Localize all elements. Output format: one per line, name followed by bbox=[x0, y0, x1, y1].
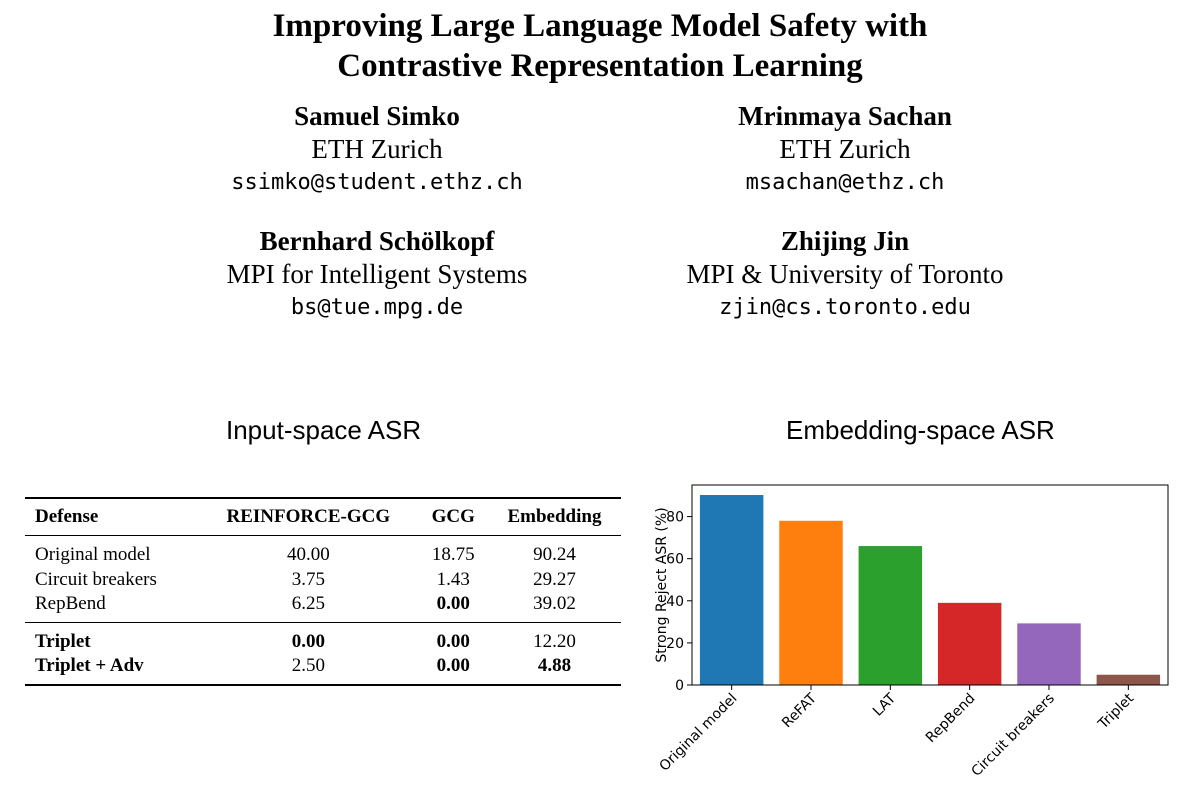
table-cell: 4.88 bbox=[487, 654, 621, 686]
author-affiliation: MPI for Intelligent Systems bbox=[226, 259, 528, 289]
table-cell: 0.00 bbox=[436, 593, 470, 615]
author-block-1: Samuel Simko ETH Zurich ssimko@student.e… bbox=[157, 100, 597, 199]
table-cell: 0.00 bbox=[418, 654, 488, 686]
table-cell: 12.20 bbox=[487, 621, 621, 654]
title-line-2: Contrastive Representation Learning bbox=[337, 48, 863, 84]
author-block-3: Bernhard Schölkopf MPI for Intelligent S… bbox=[157, 225, 597, 324]
table-cell: 2.50 bbox=[198, 654, 419, 686]
x-tick-label: ReFAT bbox=[779, 690, 820, 731]
paper-title: Improving Large Language Model Safety wi… bbox=[0, 6, 1200, 86]
table-cell: Triplet + Adv bbox=[25, 654, 199, 686]
table-cell: Triplet bbox=[25, 621, 199, 654]
table-row: Triplet + Adv 2.50 0.00 4.88 bbox=[25, 654, 621, 686]
author-affiliation: ETH Zurich bbox=[779, 134, 911, 164]
results-table: Defense REINFORCE-GCG GCG Embedding Orig… bbox=[25, 497, 621, 686]
header-reinforce-gcg: REINFORCE-GCG bbox=[198, 498, 419, 536]
y-axis-label: Strong Reject ASR (%) bbox=[654, 507, 670, 662]
table-cell: 0.00 bbox=[418, 621, 488, 654]
author-name: Samuel Simko bbox=[294, 101, 460, 131]
table-row: Original model 40.00 18.75 90.24 bbox=[25, 536, 621, 568]
table-cell: 1.43 bbox=[436, 568, 470, 590]
author-email: bs@tue.mpg.de bbox=[290, 295, 464, 320]
author-name: Bernhard Schölkopf bbox=[259, 226, 495, 256]
x-tick-label: RepBend bbox=[923, 691, 979, 747]
x-tick-label: Triplet bbox=[1095, 690, 1138, 733]
header-gcg: GCG bbox=[418, 498, 488, 536]
bar bbox=[1017, 623, 1081, 685]
y-tick-label: 40 bbox=[666, 594, 684, 610]
author-name: Mrinmaya Sachan bbox=[738, 101, 952, 131]
author-email: msachan@ethz.ch bbox=[745, 170, 945, 195]
header-defense: Defense bbox=[25, 498, 199, 536]
bar bbox=[937, 602, 1002, 685]
plot-frame bbox=[691, 484, 1169, 686]
y-tick-label: 0 bbox=[675, 678, 684, 694]
x-tick-label: LAT bbox=[870, 690, 899, 719]
author-affiliation: ETH Zurich bbox=[311, 134, 443, 164]
bar bbox=[1096, 674, 1161, 685]
table-cell: 18.75 bbox=[431, 544, 475, 566]
table-cell: Original model bbox=[35, 544, 151, 566]
table-header-row: Defense REINFORCE-GCG GCG Embedding bbox=[25, 498, 621, 536]
x-tick-label: Circuit breakers bbox=[969, 691, 1058, 780]
author-email: zjin@cs.toronto.edu bbox=[719, 295, 971, 320]
author-email: ssimko@student.ethz.ch bbox=[231, 170, 523, 195]
table-row: Circuit breakers 3.75 1.43 29.27 bbox=[25, 568, 621, 593]
table-row: RepBend 6.25 0.00 39.02 bbox=[25, 592, 621, 622]
author-name: Zhijing Jin bbox=[780, 226, 910, 256]
bar bbox=[699, 495, 764, 685]
x-tick-label: Original model bbox=[656, 691, 740, 775]
y-tick-label: 20 bbox=[666, 636, 684, 652]
table-cell: 6.25 bbox=[291, 593, 325, 615]
embedding-space-title: Embedding-space ASR bbox=[786, 415, 1055, 445]
author-block-2: Mrinmaya Sachan ETH Zurich msachan@ethz.… bbox=[625, 100, 1065, 199]
bar bbox=[858, 546, 923, 685]
table-cell: 0.00 bbox=[198, 621, 419, 654]
bar bbox=[779, 520, 843, 685]
author-block-4: Zhijing Jin MPI & University of Toronto … bbox=[625, 225, 1065, 324]
table-row: Triplet 0.00 0.00 12.20 bbox=[25, 621, 621, 654]
embedding-asr-bar-chart: 0 20 40 60 80 Original model ReFAT LAT RepBendCi… bbox=[654, 484, 1169, 780]
table-cell: 90.24 bbox=[533, 544, 576, 566]
table-cell: RepBend bbox=[35, 593, 106, 615]
table-cell: 3.75 bbox=[291, 568, 325, 590]
y-tick-label: 60 bbox=[666, 552, 684, 568]
table-cell: 40.00 bbox=[286, 544, 330, 566]
header-embedding: Embedding bbox=[487, 498, 621, 536]
table-cell: 29.27 bbox=[533, 568, 576, 590]
input-space-title: Input-space ASR bbox=[226, 415, 422, 445]
title-line-1: Improving Large Language Model Safety wi… bbox=[272, 8, 928, 44]
table-cell: Circuit breakers bbox=[35, 568, 157, 590]
table-cell: 39.02 bbox=[533, 593, 576, 615]
author-affiliation: MPI & University of Toronto bbox=[686, 259, 1004, 289]
y-tick-label: 80 bbox=[666, 510, 684, 526]
